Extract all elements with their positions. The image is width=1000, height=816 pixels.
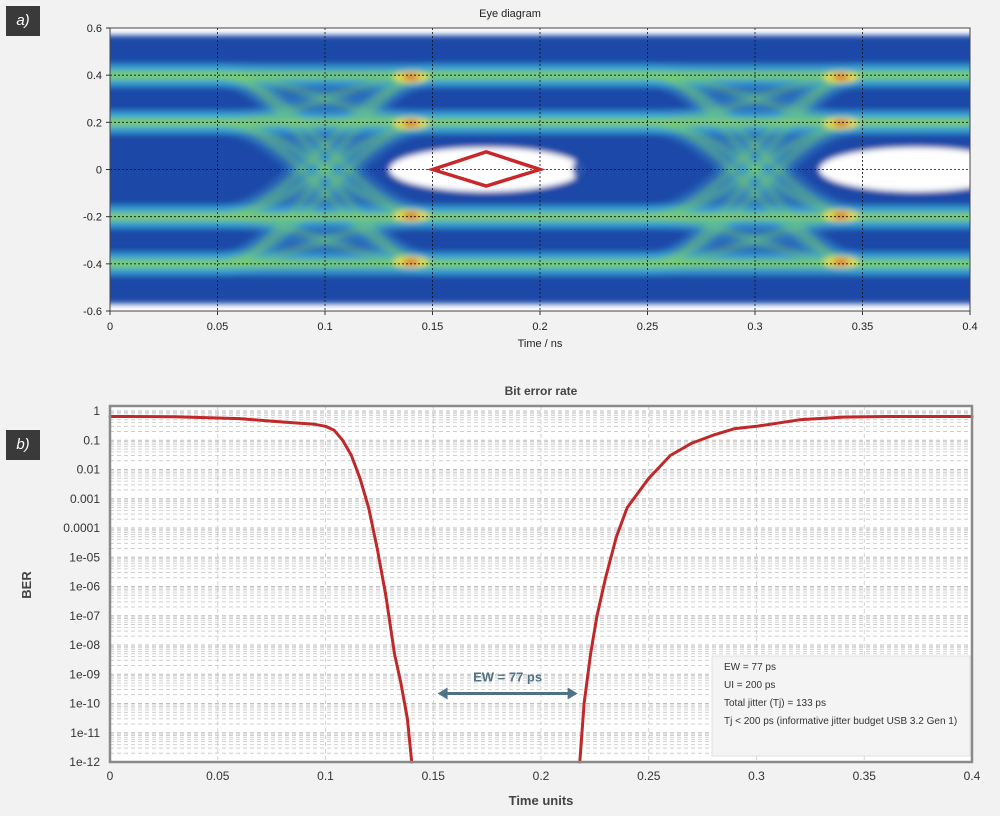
ber-info-line: Total jitter (Tj) = 133 ps <box>724 698 826 709</box>
ber-curve-segment <box>108 415 414 764</box>
eye-x-axis-label: Time / ns <box>518 338 563 350</box>
eye-x-tick-label: 0.15 <box>422 321 443 333</box>
ber-curve-segment <box>578 415 974 764</box>
ber-y-tick-label: 1e-10 <box>69 697 100 711</box>
ber-y-tick-label: 1e-12 <box>69 755 100 769</box>
ber-y-tick-label: 1 <box>93 404 100 418</box>
ber-x-tick-label: 0.15 <box>422 769 446 783</box>
ber-x-tick-label: 0.1 <box>317 769 334 783</box>
eye-y-tick-label: -0.2 <box>83 212 102 224</box>
ew-arrow-head-left <box>437 687 448 700</box>
panel-b-label: b) <box>6 430 40 460</box>
eye-x-tick-label: 0.1 <box>317 321 332 333</box>
ber-y-tick-label: 1e-09 <box>69 667 100 681</box>
ber-y-tick-label: 1e-06 <box>69 580 100 594</box>
ber-y-tick-label: 1e-11 <box>70 726 100 740</box>
ew-label: EW = 77 ps <box>473 670 542 685</box>
eye-x-tick-label: 0.4 <box>962 321 977 333</box>
ber-info-line: EW = 77 ps <box>724 662 776 673</box>
ber-y-tick-label: 1e-07 <box>69 609 100 623</box>
ber-y-tick-label: 0.0001 <box>63 521 100 535</box>
eye-y-tick-label: 0 <box>96 165 102 177</box>
ber-x-tick-label: 0.05 <box>206 769 230 783</box>
eye-x-tick-label: 0.3 <box>747 321 762 333</box>
eye-mask-diamond <box>426 149 546 188</box>
ber-y-tick-label: 0.001 <box>70 492 100 506</box>
ber-x-tick-label: 0 <box>107 769 114 783</box>
eye-y-tick-label: -0.4 <box>83 259 102 271</box>
eye-y-tick-label: 0.6 <box>87 23 102 35</box>
ber-x-axis-label: Time units <box>509 793 574 808</box>
ber-x-tick-label: 0.35 <box>853 769 877 783</box>
eye-y-tick-label: -0.6 <box>83 306 102 318</box>
ber-axes-frame <box>108 404 974 764</box>
eye-x-tick-label: 0.05 <box>207 321 228 333</box>
ber-x-tick-label: 0.2 <box>533 769 550 783</box>
ber-y-tick-label: 1e-08 <box>69 638 100 652</box>
ber-chart-title: Bit error rate <box>505 384 578 398</box>
ber-y-axis-label: BER <box>19 571 34 599</box>
eye-chart-title: Eye diagram <box>479 8 541 20</box>
ber-x-tick-label: 0.25 <box>637 769 661 783</box>
panel-a-label: a) <box>6 6 40 36</box>
ber-y-tick-label: 1e-05 <box>69 550 100 564</box>
ber-x-tick-label: 0.4 <box>964 769 981 783</box>
eye-x-tick-label: 0.2 <box>532 321 547 333</box>
ew-arrow-head-right <box>567 687 578 700</box>
eye-x-tick-label: 0.35 <box>852 321 873 333</box>
ber-y-tick-label: 0.1 <box>83 433 100 447</box>
eye-x-tick-label: 0.25 <box>637 321 658 333</box>
ew-arrow <box>437 687 578 700</box>
ber-info-line: Tj < 200 ps (informative jitter budget U… <box>724 716 957 727</box>
eye-x-tick-label: 0 <box>107 321 113 333</box>
ber-info-line: UI = 200 ps <box>724 680 775 691</box>
ber-x-tick-label: 0.3 <box>748 769 765 783</box>
eye-y-tick-label: 0.2 <box>87 117 102 129</box>
eye-y-tick-label: 0.4 <box>87 70 102 82</box>
ber-info-box <box>711 655 971 757</box>
ber-y-tick-label: 0.01 <box>77 463 101 477</box>
